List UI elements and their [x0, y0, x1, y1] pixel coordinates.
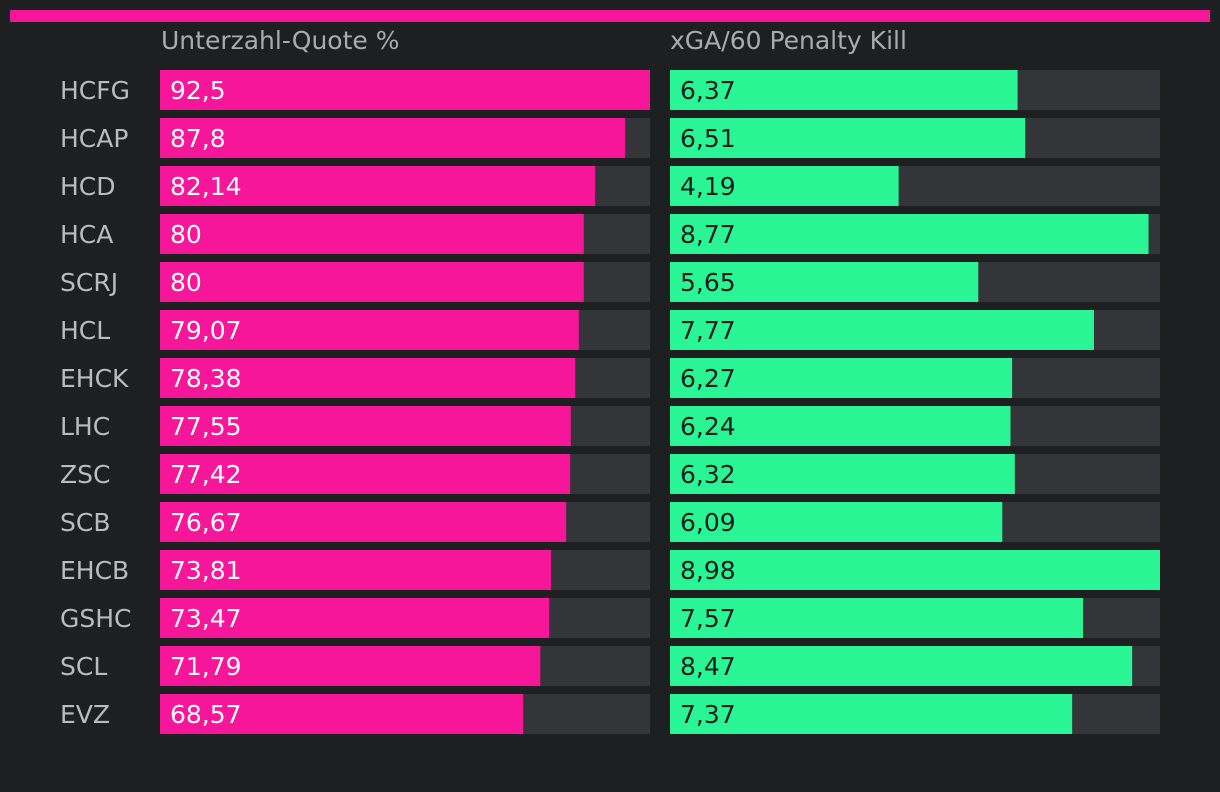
bar-xga60	[670, 694, 1073, 734]
bar-value-label: 73,81	[170, 556, 242, 585]
bar-xga60	[670, 262, 979, 302]
bar-xga60	[670, 406, 1011, 446]
bar-value-label: 5,65	[680, 268, 736, 297]
bar-value-label: 6,24	[680, 412, 736, 441]
bar-value-label: 76,67	[170, 508, 242, 537]
bar-xga60	[670, 70, 1018, 110]
bar-value-label: 6,32	[680, 460, 736, 489]
category-label: HCFG	[60, 76, 130, 105]
bar-value-label: 6,37	[680, 76, 736, 105]
bar-value-label: 7,57	[680, 604, 736, 633]
category-label: SCL	[60, 652, 107, 681]
bar-value-label: 6,09	[680, 508, 736, 537]
bar-value-label: 78,38	[170, 364, 242, 393]
bar-value-label: 8,77	[680, 220, 736, 249]
bar-unterzahl-quote	[160, 646, 541, 686]
bar-unterzahl-quote	[160, 694, 524, 734]
category-label: HCA	[60, 220, 113, 249]
bar-unterzahl-quote	[160, 310, 579, 350]
bar-value-label: 7,37	[680, 700, 736, 729]
bar-unterzahl-quote	[160, 262, 584, 302]
bar-unterzahl-quote	[160, 406, 571, 446]
bar-value-label: 6,27	[680, 364, 736, 393]
bar-value-label: 87,8	[170, 124, 226, 153]
column-title-penalty-kill-rate: Unterzahl-Quote %	[161, 26, 400, 55]
bar-unterzahl-quote	[160, 118, 626, 158]
category-label: SCB	[60, 508, 110, 537]
bar-xga60	[670, 598, 1084, 638]
bar-value-label: 4,19	[680, 172, 736, 201]
bar-unterzahl-quote	[160, 214, 584, 254]
bar-value-label: 82,14	[170, 172, 242, 201]
column-title-xga60-penalty-kill: xGA/60 Penalty Kill	[670, 26, 907, 55]
bar-unterzahl-quote	[160, 358, 576, 398]
bar-value-label: 6,51	[680, 124, 736, 153]
bar-value-label: 77,42	[170, 460, 242, 489]
category-label: LHC	[60, 412, 110, 441]
bar-xga60	[670, 502, 1003, 542]
bar-value-label: 73,47	[170, 604, 242, 633]
category-label: EVZ	[60, 700, 110, 729]
bar-value-label: 8,47	[680, 652, 736, 681]
category-label: ZSC	[60, 460, 110, 489]
bar-value-label: 79,07	[170, 316, 242, 345]
bar-value-label: 71,79	[170, 652, 242, 681]
bar-xga60	[670, 454, 1015, 494]
bar-unterzahl-quote	[160, 70, 650, 110]
bar-value-label: 68,57	[170, 700, 242, 729]
category-label: EHCK	[60, 364, 129, 393]
bar-unterzahl-quote	[160, 502, 567, 542]
category-label: HCD	[60, 172, 116, 201]
bar-value-label: 80	[170, 220, 202, 249]
bar-xga60	[670, 214, 1149, 254]
bar-unterzahl-quote	[160, 550, 551, 590]
bar-xga60	[670, 166, 899, 206]
bar-xga60	[670, 550, 1160, 590]
bar-value-label: 92,5	[170, 76, 226, 105]
category-label: EHCB	[60, 556, 129, 585]
bar-unterzahl-quote	[160, 598, 550, 638]
category-label: SCRJ	[60, 268, 118, 297]
category-label: GSHC	[60, 604, 132, 633]
category-label: HCAP	[60, 124, 128, 153]
bar-xga60	[670, 118, 1026, 158]
bar-value-label: 77,55	[170, 412, 242, 441]
bar-unterzahl-quote	[160, 454, 571, 494]
bar-xga60	[670, 310, 1094, 350]
bar-xga60	[670, 646, 1133, 686]
bar-value-label: 8,98	[680, 556, 736, 585]
accent-bar	[10, 10, 1210, 22]
category-label: HCL	[60, 316, 110, 345]
bar-unterzahl-quote	[160, 166, 596, 206]
bar-value-label: 7,77	[680, 316, 736, 345]
bar-xga60	[670, 358, 1013, 398]
bar-value-label: 80	[170, 268, 202, 297]
